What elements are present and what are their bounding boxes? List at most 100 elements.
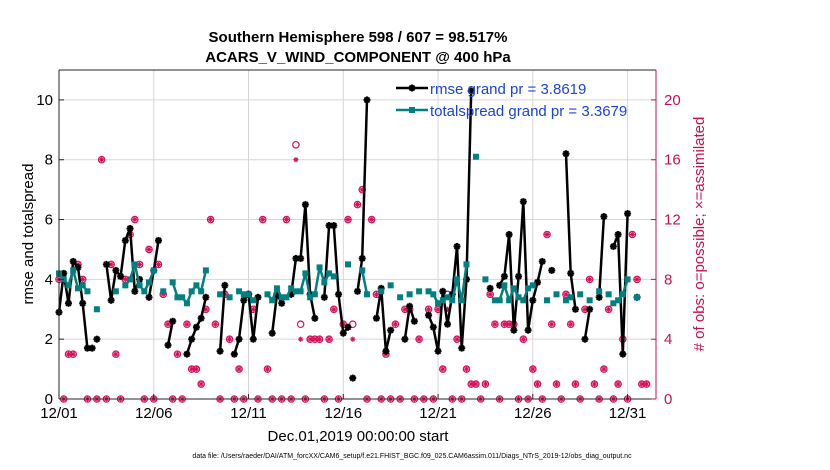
obs-assimilated-marker <box>553 381 560 387</box>
rmse-marker <box>145 293 153 301</box>
spread-marker <box>278 294 285 301</box>
rmse-marker <box>571 305 579 313</box>
y2-axis-label: # of obs: o=possible; ×=assimilated <box>691 117 708 352</box>
spread-marker <box>188 288 195 295</box>
obs-assimilated-marker <box>312 336 318 342</box>
obs-assimilated-marker <box>80 276 86 282</box>
spread-marker <box>183 300 190 307</box>
rmse-marker <box>510 326 518 334</box>
obs-assimilated-marker <box>146 246 152 253</box>
spread-marker <box>136 282 143 289</box>
x-tick-label: 12/06 <box>135 405 173 422</box>
rmse-marker <box>183 350 191 358</box>
spread-marker <box>363 291 370 298</box>
y-axis-label: rmse and totalspread <box>20 164 37 305</box>
y2-tick-label: 20 <box>664 92 681 109</box>
obs-possible-marker <box>391 320 400 329</box>
x-tick-label: 12/21 <box>419 405 457 422</box>
rmse-marker <box>126 225 134 233</box>
spread-marker <box>596 288 603 295</box>
obs-assimilated-marker <box>591 381 598 387</box>
spread-marker <box>292 288 299 295</box>
obs-possible-marker <box>547 320 556 329</box>
y-ticks: 0 2 4 6 8 10 <box>36 92 64 408</box>
spread-marker <box>321 279 328 286</box>
rmse-marker <box>619 350 627 358</box>
obs-assimilated-marker <box>402 306 408 312</box>
obs-assimilated-marker <box>520 336 526 342</box>
obs-assimilated-marker <box>226 336 233 342</box>
rmse-marker <box>444 320 452 328</box>
spread-marker <box>359 267 366 274</box>
spread-marker <box>515 294 522 301</box>
spread-line-segment <box>360 270 369 295</box>
rmse-marker <box>164 341 172 349</box>
spread-marker <box>491 297 498 304</box>
obs-possible-marker <box>258 215 267 224</box>
obs-assimilated-marker <box>212 321 218 327</box>
rmse-marker <box>197 314 205 322</box>
rmse-marker <box>121 236 129 244</box>
rmse-marker <box>434 347 442 355</box>
spread-marker <box>302 270 309 277</box>
rmse-marker <box>349 374 357 382</box>
x-tick-label: 12/11 <box>230 405 266 422</box>
y-tick-label: 10 <box>36 92 53 109</box>
rmse-marker <box>614 231 622 238</box>
obs-possible-marker <box>235 365 243 373</box>
rmse-marker <box>64 299 72 307</box>
spread-marker <box>510 285 517 292</box>
obs-assimilated-marker <box>544 231 550 238</box>
spread-marker <box>307 294 314 301</box>
spread-marker <box>624 276 631 283</box>
spread-marker <box>269 297 276 304</box>
spread-marker <box>169 279 176 286</box>
obs-assimilated-marker <box>549 321 555 327</box>
spread-marker <box>425 288 432 295</box>
rmse-marker <box>169 317 177 325</box>
spread-marker <box>501 282 508 289</box>
rmse-marker <box>538 257 546 265</box>
obs-possible-marker <box>97 155 106 164</box>
spread-marker <box>472 153 479 160</box>
obs-assimilated-marker <box>606 306 612 312</box>
rmse-marker <box>358 254 366 262</box>
obs-possible-marker <box>197 380 205 388</box>
rmse-line-segment <box>583 309 591 340</box>
obs-possible-marker <box>628 230 637 239</box>
y-tick-label: 0 <box>45 391 53 408</box>
rmse-marker <box>330 222 338 230</box>
rmse-marker <box>335 290 343 298</box>
rmse-marker <box>515 272 523 280</box>
obs-assimilated-marker <box>563 291 569 297</box>
obs-assimilated-marker <box>454 336 460 342</box>
rmse-marker <box>524 326 532 334</box>
obs-assimilated-marker <box>492 321 498 327</box>
obs-assimilated-marker <box>506 321 512 327</box>
obs-assimilated-marker <box>283 216 290 223</box>
obs-assimilated-marker <box>643 381 650 387</box>
obs-possible-marker <box>585 275 594 284</box>
spread-marker <box>264 291 271 298</box>
rmse-marker <box>363 96 371 104</box>
spread-marker <box>387 282 394 289</box>
y2-tick-label: 12 <box>664 212 681 229</box>
obs-assimilated-marker <box>189 366 195 372</box>
rmse-marker <box>74 263 82 271</box>
obs-possible-marker <box>519 335 528 343</box>
rmse-marker <box>249 335 257 343</box>
obs-assimilated-marker <box>534 381 541 387</box>
rmse-line-segment <box>105 227 141 302</box>
y-tick-label: 4 <box>45 271 53 288</box>
obs-assimilated-marker <box>416 336 422 342</box>
obs-possible-marker <box>353 200 362 209</box>
rmse-marker <box>429 323 437 331</box>
obs-assimilated-marker <box>473 381 479 387</box>
rmse-marker <box>320 293 328 301</box>
spread-marker <box>435 300 442 307</box>
spread-marker <box>562 297 569 304</box>
obs-possible-marker <box>571 380 580 388</box>
obs-possible-marker <box>225 335 234 343</box>
obs-assimilated-marker <box>629 231 635 238</box>
y-tick-label: 6 <box>45 212 53 229</box>
